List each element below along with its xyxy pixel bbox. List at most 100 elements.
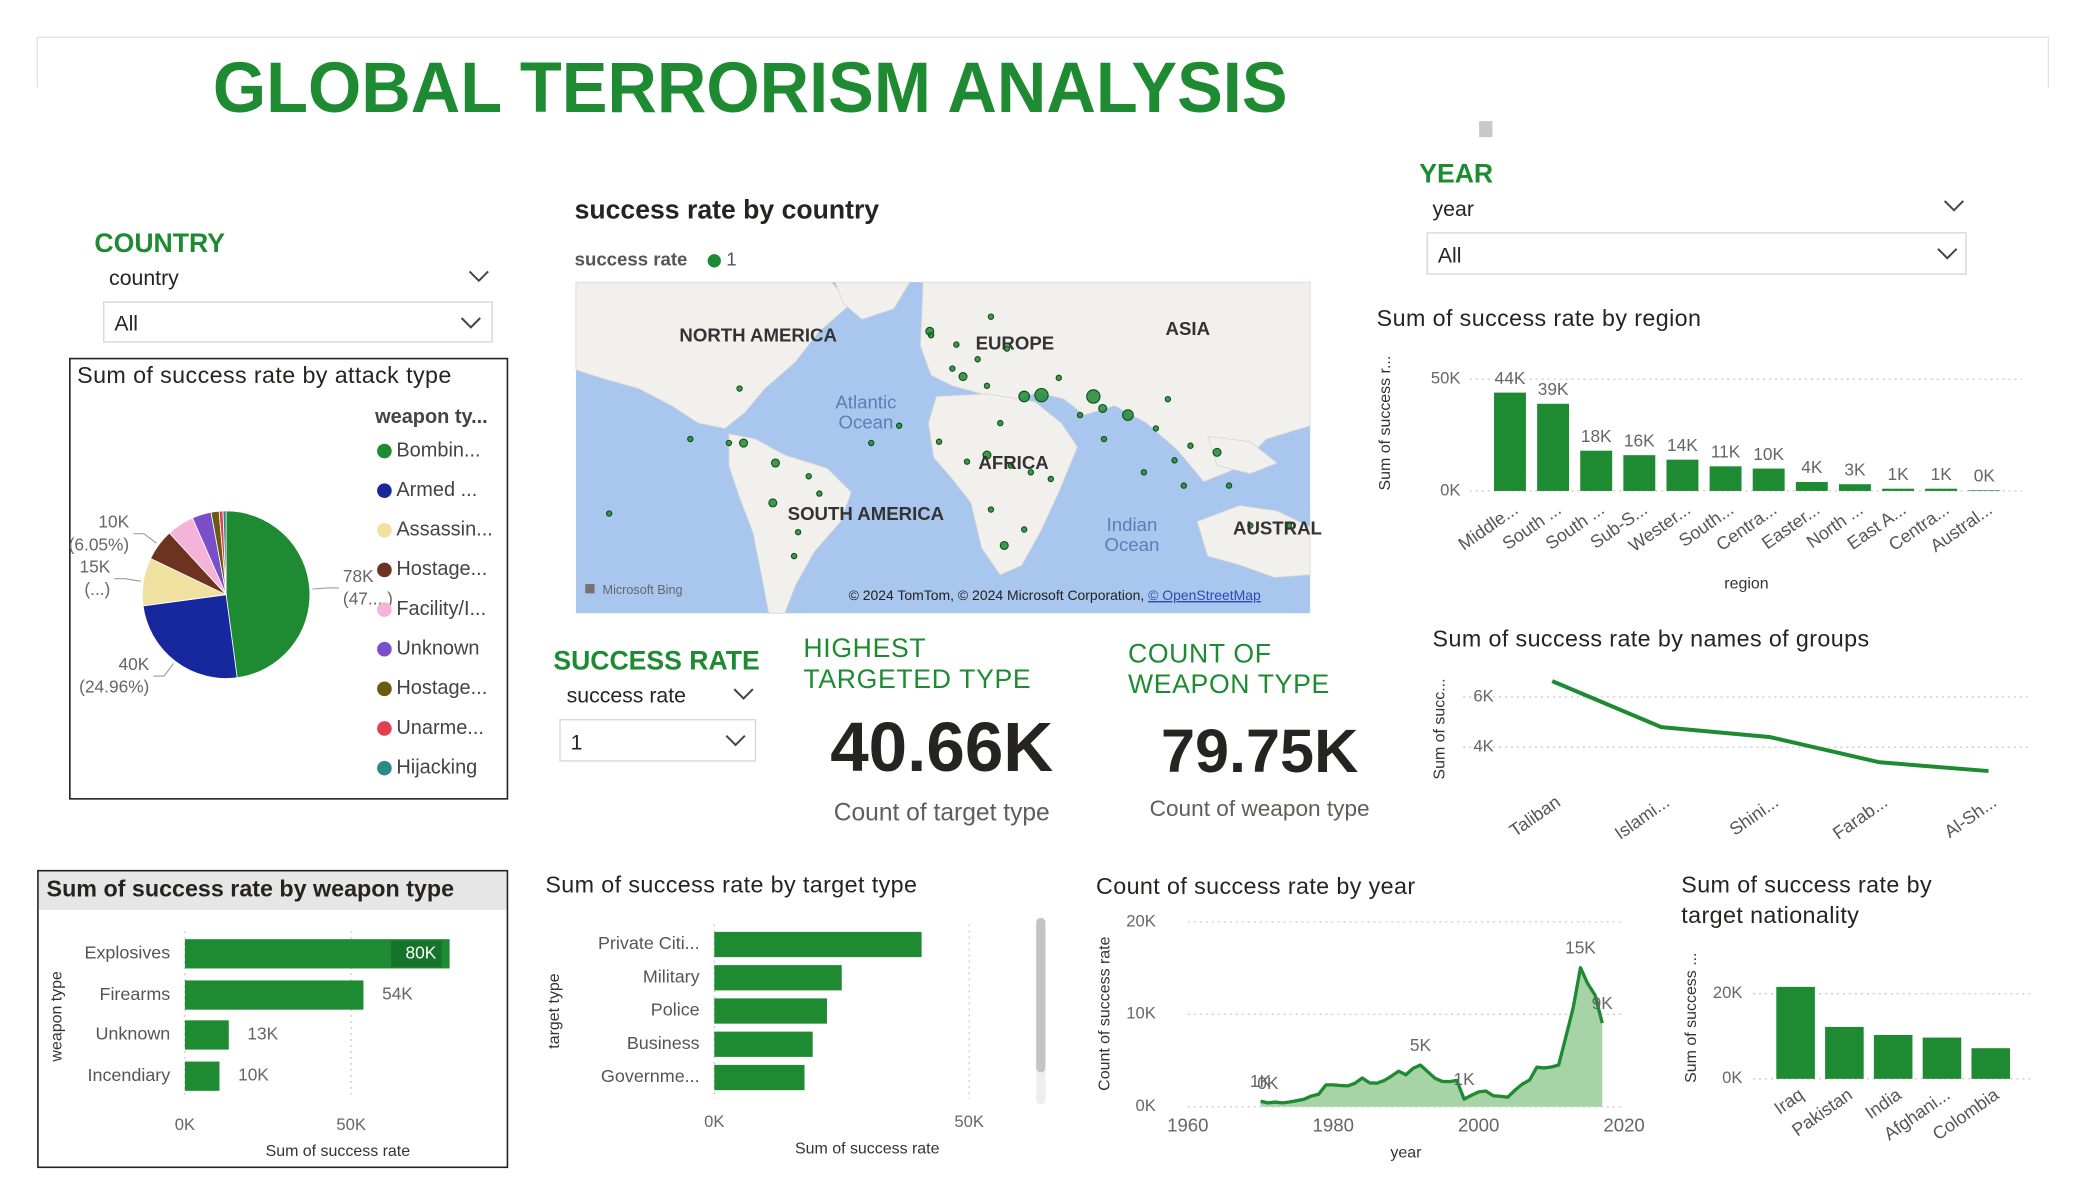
chart-title-box: Sum of success rate by target nationalit… — [1681, 871, 1931, 928]
slicer-field: year — [1433, 197, 1474, 221]
x-axis-label: Sum of success rate — [795, 1141, 940, 1158]
chart-title-box: Sum of success rate by names of groups — [1432, 625, 1870, 652]
y-tick-label: Police — [651, 1000, 700, 1020]
data-label: 1K — [1454, 1069, 1476, 1089]
map-point — [958, 372, 968, 382]
data-label: 11K — [1711, 442, 1741, 462]
dropdown[interactable] — [559, 719, 757, 762]
map-point — [1152, 425, 1160, 432]
leader-line — [133, 533, 157, 544]
scrollbar-thumb[interactable] — [1036, 917, 1046, 1073]
data-label: 14K — [1667, 435, 1698, 455]
map-point — [1018, 390, 1031, 403]
y-tick-label: 0K — [1136, 1096, 1156, 1115]
data-label: 15K — [1565, 938, 1596, 958]
x-axis-label: year — [1390, 1145, 1422, 1162]
data-label: 13K — [247, 1024, 278, 1044]
chart-title-box: Count of success rate by year — [1096, 873, 1415, 900]
dropdown[interactable] — [103, 301, 493, 343]
chart-title-box: Sum of success rate by weapon type — [47, 875, 454, 902]
map-label: SOUTH AMERICA — [788, 503, 944, 524]
map-point — [1003, 345, 1011, 352]
map-label-box: Atlantic Ocean — [835, 392, 897, 432]
map-point — [974, 356, 981, 363]
map-label: Atlantic Ocean — [835, 392, 897, 432]
data-label-percent: (...) — [84, 579, 110, 599]
bar — [1971, 1048, 2011, 1079]
card-header: HIGHEST TARGETED TYPE — [803, 634, 1032, 695]
chart-title: Sum of success rate by attack type — [77, 361, 452, 389]
map-point — [790, 552, 798, 560]
y-tick-label: 20K — [1126, 911, 1156, 930]
map-point — [1055, 374, 1062, 382]
bar — [1873, 1035, 1913, 1079]
x-tick-label: Farab... — [1829, 792, 1891, 844]
bar — [1968, 490, 2001, 491]
map-legend-item: 1 — [726, 249, 736, 270]
bar — [714, 931, 922, 958]
map-point — [1187, 442, 1194, 449]
y-axis-label: Sum of success ... — [1683, 952, 1700, 1082]
map-point — [1122, 409, 1134, 421]
map-point — [725, 439, 733, 447]
map-point — [987, 506, 995, 513]
map-label: EUROPE — [976, 333, 1055, 354]
x-tick-label: Al-Sh... — [1941, 792, 2001, 842]
data-label: 40K — [119, 654, 150, 674]
data-label-bg — [391, 940, 442, 968]
y-tick-label: 0K — [1722, 1068, 1742, 1087]
bar — [714, 1031, 813, 1057]
chevron[interactable] — [733, 688, 754, 700]
chart-title-box: Sum of success rate by region — [1377, 305, 1701, 332]
map-label: AUSTRAL — [1233, 517, 1322, 538]
map-point — [982, 450, 992, 460]
year-slicer: YEAR year All — [1419, 159, 1967, 275]
data-label: 0K — [1257, 1073, 1279, 1093]
bar — [184, 980, 364, 1010]
dropdown-value[interactable]: All — [1438, 243, 1462, 267]
bar — [184, 1061, 220, 1091]
legend-swatch — [377, 641, 392, 657]
land — [1196, 505, 1311, 578]
dropdown-value[interactable]: 1 — [571, 730, 583, 754]
visual-border — [69, 357, 509, 800]
chevron[interactable] — [468, 270, 489, 283]
chevron[interactable] — [1943, 200, 1964, 212]
chevron[interactable] — [1937, 248, 1958, 260]
bar — [714, 1064, 805, 1091]
map-point — [997, 419, 1004, 427]
map-label: ASIA — [1166, 318, 1210, 339]
map-point — [1098, 403, 1108, 413]
map-point — [1034, 387, 1049, 403]
map-point — [1140, 469, 1148, 476]
bar — [1537, 403, 1570, 491]
map-attribution: © 2024 TomTom, © 2024 Microsoft Corporat… — [849, 587, 1261, 603]
dropdown[interactable] — [1426, 232, 1967, 275]
slicer-header: COUNTRY — [94, 228, 225, 258]
y-tick-label: Private Citi... — [598, 933, 700, 953]
chart-title: Sum of success rate by names of groups — [1432, 625, 1870, 652]
legend-swatch — [377, 721, 392, 736]
y-tick-label: 10K — [1126, 1004, 1156, 1023]
attribution-link[interactable]: © OpenStreetMap — [1148, 587, 1261, 603]
map-point — [895, 422, 903, 429]
slicer-field: country — [109, 266, 179, 290]
chevron[interactable] — [725, 734, 746, 747]
data-label: 78K — [343, 566, 374, 586]
data-label: 44K — [1495, 368, 1526, 388]
legend-label: Assassin... — [396, 519, 492, 541]
map-point — [983, 382, 991, 390]
data-label: 9K — [1592, 993, 1614, 1013]
dropdown-value[interactable]: All — [114, 311, 138, 335]
legend-swatch — [377, 562, 392, 578]
chevron[interactable] — [460, 317, 481, 329]
y-tick-label: 4K — [1473, 737, 1493, 756]
map-point — [768, 498, 778, 508]
country-slicer: COUNTRY country All — [94, 228, 493, 343]
legend-label: Bombin... — [396, 439, 480, 461]
leader-line — [114, 578, 141, 582]
data-label: 1K — [1887, 464, 1909, 484]
area-line — [1260, 966, 1604, 1105]
y-tick-label: Governme... — [601, 1066, 700, 1086]
